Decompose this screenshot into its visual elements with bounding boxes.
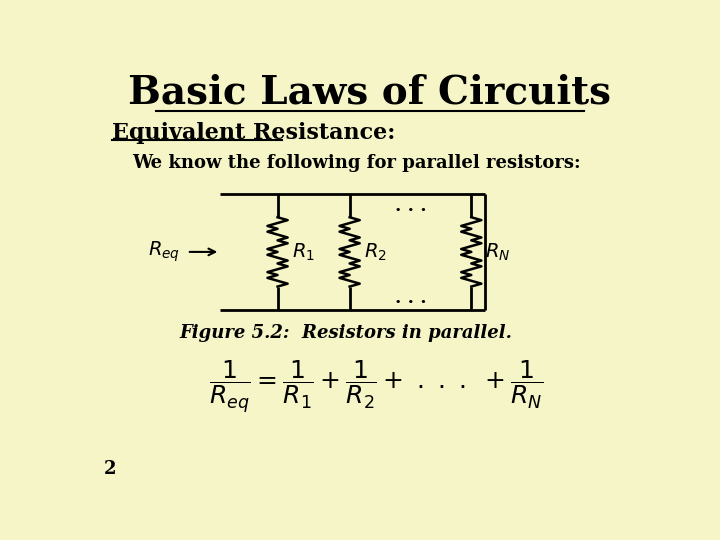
Text: $R_2$: $R_2$	[364, 241, 387, 262]
Text: . . .: . . .	[395, 288, 426, 307]
Text: Equivalent Resistance:: Equivalent Resistance:	[112, 122, 395, 144]
Text: Basic Laws of Circuits: Basic Laws of Circuits	[127, 73, 611, 112]
Text: We know the following for parallel resistors:: We know the following for parallel resis…	[132, 154, 581, 172]
Text: $\dfrac{1}{R_{eq}} = \dfrac{1}{R_1} + \dfrac{1}{R_2} + \ .\ .\ .\ + \dfrac{1}{R_: $\dfrac{1}{R_{eq}} = \dfrac{1}{R_1} + \d…	[210, 359, 544, 415]
Text: $R_1$: $R_1$	[292, 241, 315, 262]
Text: Figure 5.2:  Resistors in parallel.: Figure 5.2: Resistors in parallel.	[179, 324, 512, 342]
Text: . . .: . . .	[395, 197, 426, 215]
Text: $R_{eq}$: $R_{eq}$	[148, 240, 180, 264]
Text: $R_N$: $R_N$	[485, 241, 510, 262]
Text: 2: 2	[104, 460, 117, 478]
